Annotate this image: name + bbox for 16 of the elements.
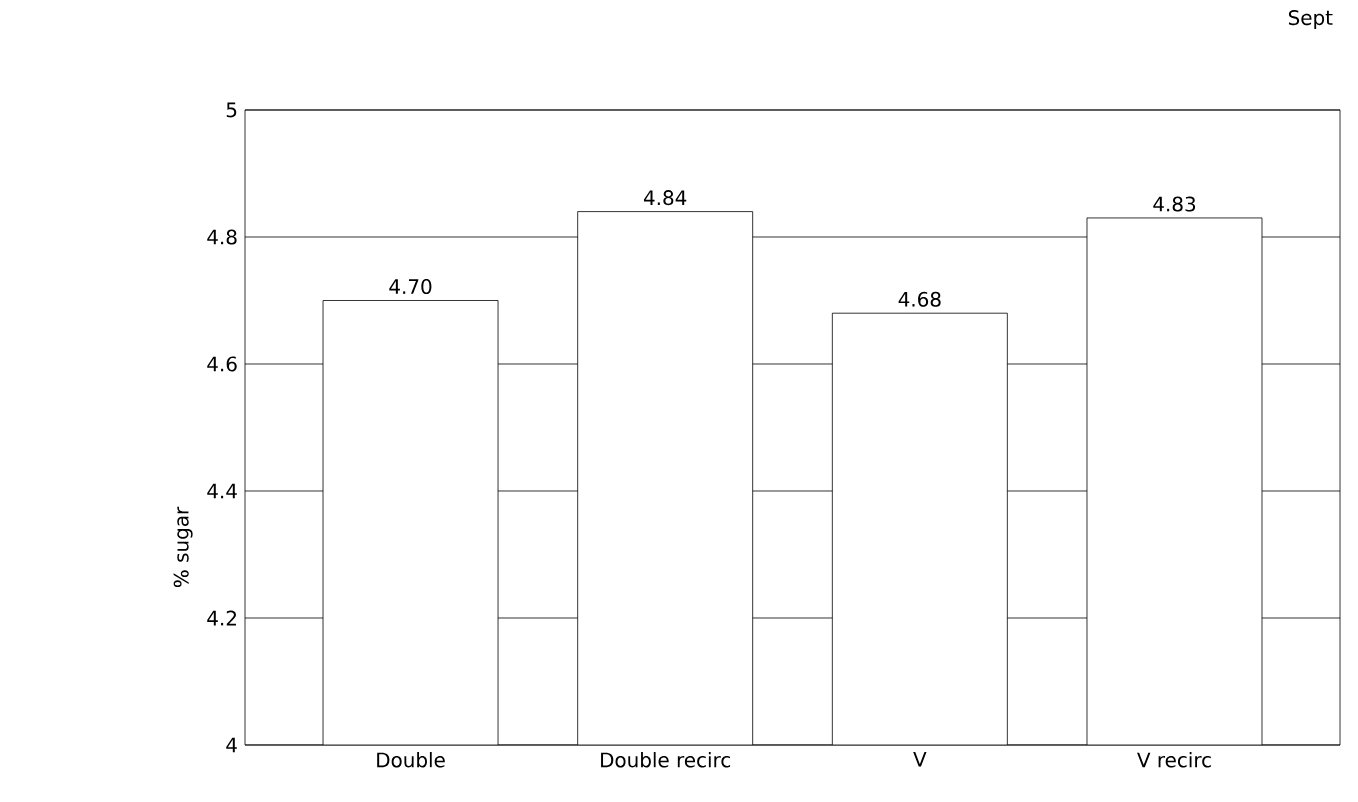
x-tick-label: Double recirc bbox=[601, 752, 731, 768]
y-tick-label: 4.2 bbox=[207, 610, 236, 626]
x-tick-label: V bbox=[913, 752, 927, 767]
data-label: 4.68 bbox=[898, 291, 941, 307]
x-tick-label: Double bbox=[377, 752, 445, 768]
y-tick-label: 4.6 bbox=[207, 356, 237, 372]
data-label: 4.70 bbox=[389, 279, 432, 295]
data-label: 4.84 bbox=[643, 190, 687, 206]
y-axis-title: % sugar bbox=[173, 506, 193, 588]
y-tick-label: 4 bbox=[226, 737, 237, 753]
data-label: 4.83 bbox=[1153, 196, 1196, 212]
x-tick-label: V recirc bbox=[1137, 752, 1211, 768]
y-tick-label: 5 bbox=[226, 102, 237, 118]
chart-title: Sept bbox=[1288, 10, 1333, 30]
y-tick-label: 4.4 bbox=[207, 483, 237, 499]
y-tick-label: 4.8 bbox=[207, 229, 237, 245]
